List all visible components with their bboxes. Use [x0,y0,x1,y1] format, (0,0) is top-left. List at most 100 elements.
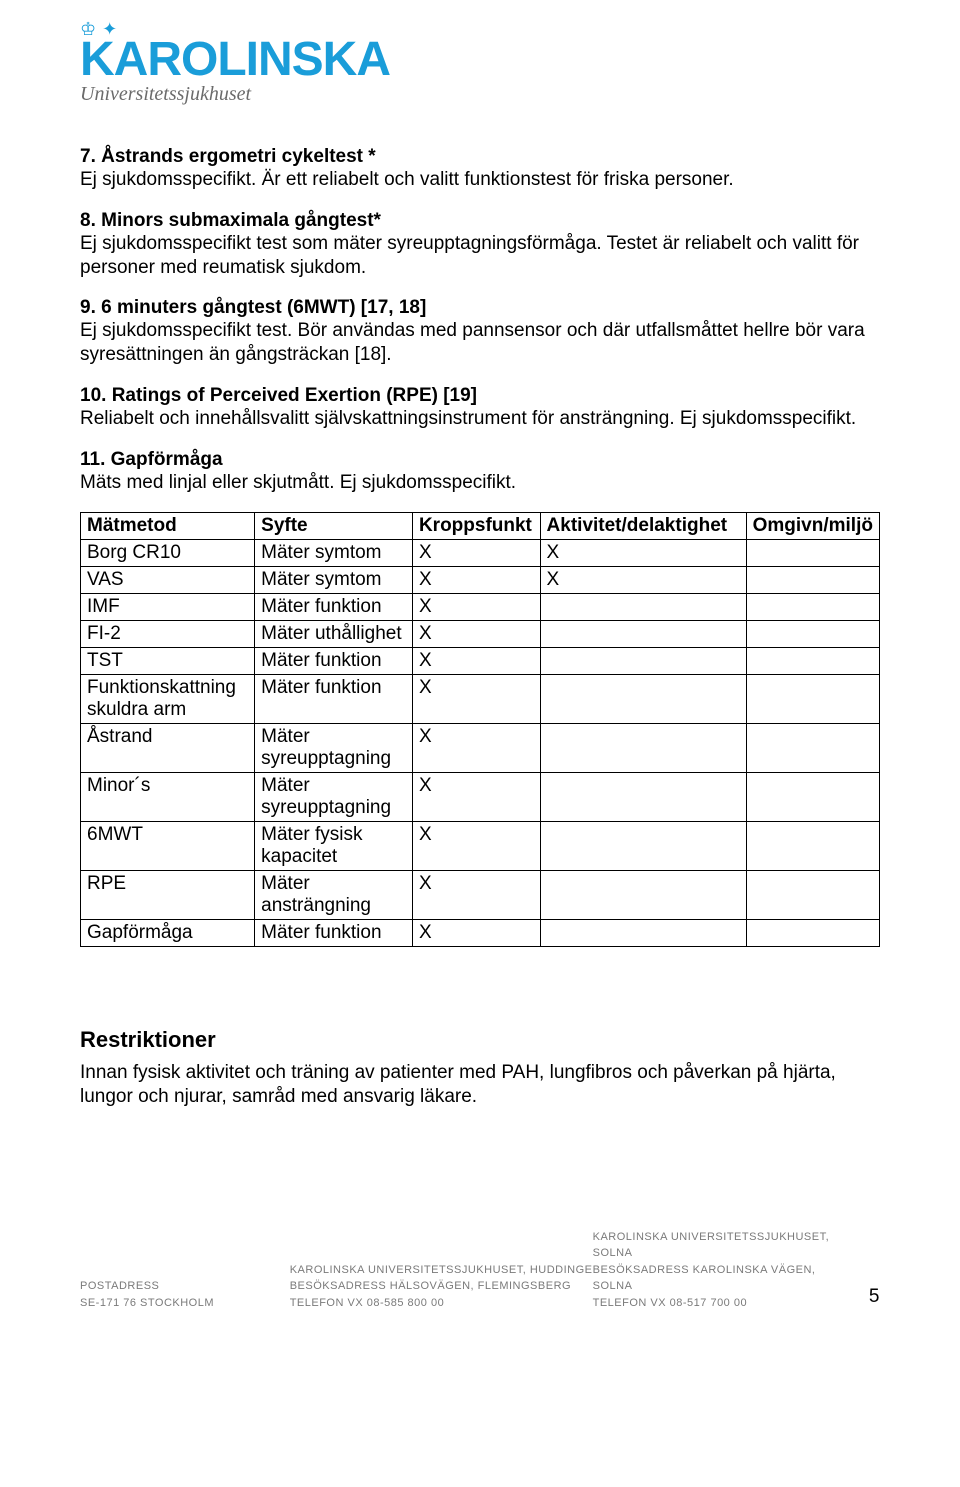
footer-col-mid: KAROLINSKA UNIVERSITETSSJUKHUSET, HUDDIN… [290,1262,593,1312]
table-cell: X [412,724,540,773]
section-title: 9. 6 minuters gångtest (6MWT) [17, 18] [80,297,880,319]
footer-col-right: KAROLINSKA UNIVERSITETSSJUKHUSET, SOLNA … [593,1229,849,1312]
table-cell: X [412,871,540,920]
table-cell: Funktionskattning skuldra arm [81,675,255,724]
table-cell: VAS [81,567,255,594]
methods-table: Mätmetod Syfte Kroppsfunkt Aktivitet/del… [80,512,880,947]
table-row: GapförmågaMäter funktionX [81,920,880,947]
footer-value: HÄLSOVÄGEN, FLEMINGSBERG [390,1280,571,1292]
table-cell: Mäter symtom [255,567,413,594]
table-cell: Mäter syreupptagning [255,724,413,773]
table-cell: Mäter syreupptagning [255,773,413,822]
table-cell: 6MWT [81,822,255,871]
logo-main: KAROLINSKA [80,38,880,81]
table-cell: Mäter ansträngning [255,871,413,920]
table-cell: Gapförmåga [81,920,255,947]
footer-line: KAROLINSKA UNIVERSITETSSJUKHUSET, HUDDIN… [290,1262,593,1279]
col-syfte: Syfte [255,513,413,540]
table-cell [540,675,746,724]
footer-line: KAROLINSKA UNIVERSITETSSJUKHUSET, SOLNA [593,1229,849,1262]
table-cell [540,724,746,773]
page-number: 5 [869,1283,880,1312]
col-omgivn: Omgivn/miljö [746,513,879,540]
table-cell: Minor´s [81,773,255,822]
col-aktivitet: Aktivitet/delaktighet [540,513,746,540]
table-row: Minor´sMäter syreupptagningX [81,773,880,822]
table-cell [746,540,879,567]
table-cell [746,675,879,724]
table-cell: Borg CR10 [81,540,255,567]
table-row: Borg CR10Mäter symtomXX [81,540,880,567]
col-kroppsfunkt: Kroppsfunkt [412,513,540,540]
table-cell: FI-2 [81,621,255,648]
table-row: TSTMäter funktionX [81,648,880,675]
table-cell: X [412,594,540,621]
table-cell [540,822,746,871]
section-title: 10. Ratings of Perceived Exertion (RPE) … [80,385,880,407]
table-row: FI-2Mäter uthållighetX [81,621,880,648]
restrictions-title: Restriktioner [80,1027,880,1053]
table-cell: X [412,621,540,648]
table-cell [746,920,879,947]
table-cell [540,920,746,947]
table-cell [746,773,879,822]
table-cell [540,594,746,621]
table-row: ÅstrandMäter syreupptagningX [81,724,880,773]
table-row: IMFMäter funktionX [81,594,880,621]
table-cell: X [412,822,540,871]
table-cell [540,648,746,675]
table-cell: TST [81,648,255,675]
section-title: 8. Minors submaximala gångtest* [80,210,880,232]
table-cell [746,871,879,920]
section-body: Reliabelt och innehållsvalitt självskatt… [80,407,880,431]
restrictions-body: Innan fysisk aktivitet och träning av pa… [80,1061,880,1109]
table-cell: RPE [81,871,255,920]
table-header-row: Mätmetod Syfte Kroppsfunkt Aktivitet/del… [81,513,880,540]
table-row: VASMäter symtomXX [81,567,880,594]
section-body: Mäts med linjal eller skjutmått. Ej sjuk… [80,471,880,495]
footer-label: TELEFON VX [290,1297,363,1309]
logo-block: ♔ ✦ KAROLINSKA Universitetssjukhuset [80,20,880,106]
table-cell [540,621,746,648]
table-cell [746,621,879,648]
section-body: Ej sjukdomsspecifikt test som mäter syre… [80,232,880,280]
table-cell: X [412,648,540,675]
footer-value: SE-171 76 STOCKHOLM [80,1295,290,1312]
footer: POSTADRESS SE-171 76 STOCKHOLM KAROLINSK… [80,1229,880,1312]
table-cell: Åstrand [81,724,255,773]
table-cell: IMF [81,594,255,621]
table-cell [746,822,879,871]
table-cell: X [540,540,746,567]
footer-label: POSTADRESS [80,1280,159,1292]
section-11: 11. Gapförmåga Mäts med linjal eller skj… [80,449,880,495]
table-cell [746,594,879,621]
section-10: 10. Ratings of Perceived Exertion (RPE) … [80,385,880,431]
section-title: 11. Gapförmåga [80,449,880,471]
section-body: Ej sjukdomsspecifikt test. Bör användas … [80,319,880,367]
logo-subtitle: Universitetssjukhuset [80,83,880,106]
table-cell [540,871,746,920]
table-row: RPEMäter ansträngningX [81,871,880,920]
section-9: 9. 6 minuters gångtest (6MWT) [17, 18] E… [80,297,880,367]
section-7: 7. Åstrands ergometri cykeltest * Ej sju… [80,146,880,192]
table-cell [746,648,879,675]
section-title: 7. Åstrands ergometri cykeltest * [80,146,880,168]
footer-label: BESÖKSADRESS [593,1264,689,1276]
table-cell: Mäter fysisk kapacitet [255,822,413,871]
footer-value: 08-517 700 00 [670,1297,747,1309]
table-cell: Mäter funktion [255,920,413,947]
table-cell: X [412,540,540,567]
table-cell [746,724,879,773]
table-cell: X [412,773,540,822]
table-cell: X [540,567,746,594]
footer-label: TELEFON VX [593,1297,666,1309]
footer-value: 08-585 800 00 [367,1297,444,1309]
table-row: 6MWTMäter fysisk kapacitetX [81,822,880,871]
table-cell: Mäter uthållighet [255,621,413,648]
table-cell [540,773,746,822]
table-cell: Mäter funktion [255,594,413,621]
table-cell: Mäter funktion [255,648,413,675]
section-8: 8. Minors submaximala gångtest* Ej sjukd… [80,210,880,280]
table-cell: Mäter funktion [255,675,413,724]
table-row: Funktionskattning skuldra armMäter funkt… [81,675,880,724]
